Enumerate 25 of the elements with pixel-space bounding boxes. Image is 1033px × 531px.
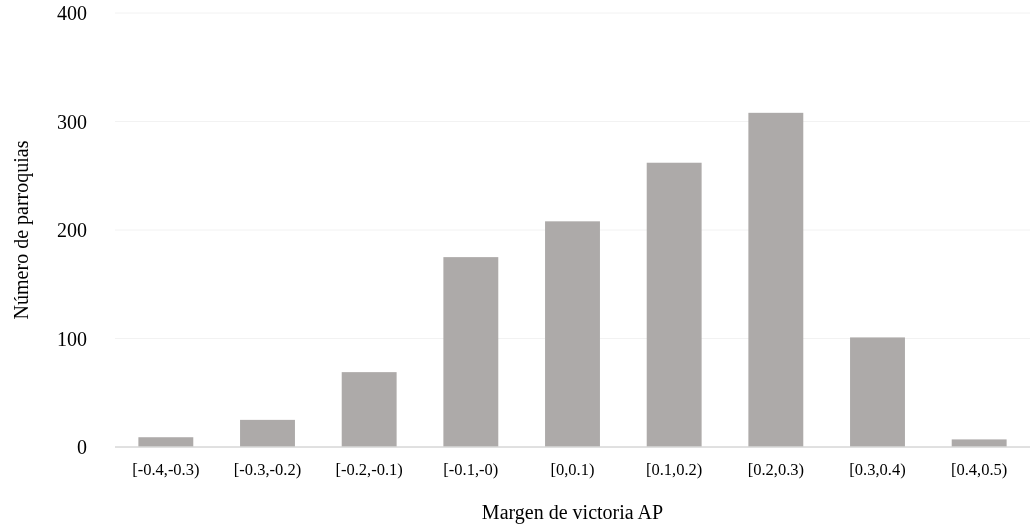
y-tick-label: 200	[57, 219, 87, 241]
x-tick-label: [0,0.1)	[550, 460, 595, 479]
bar	[850, 337, 905, 447]
bar	[951, 439, 1007, 447]
x-tick-label: [0.3,0.4)	[849, 460, 906, 479]
y-tick-label: 100	[57, 327, 87, 350]
x-tick-label: [0.4,0.5)	[950, 460, 1008, 479]
x-tick-label: [0.2,0.3)	[747, 460, 805, 479]
x-tick-label: [-0.2,-0.1)	[335, 460, 403, 479]
x-axis-title: Margen de victoria AP	[481, 501, 664, 524]
y-axis-title: Número de parroquias	[10, 140, 33, 320]
bar	[341, 372, 397, 447]
y-tick-label: 0	[77, 436, 87, 458]
bar	[748, 112, 804, 447]
bar	[240, 419, 295, 447]
bar	[545, 221, 600, 447]
x-tick-label: [0.1,0.2)	[645, 460, 703, 479]
bar	[138, 437, 194, 447]
x-tick-label: [-0.1,-0)	[443, 460, 499, 479]
bar	[646, 162, 702, 447]
bar	[443, 257, 499, 447]
x-tick-label: [-0.4,-0.3)	[132, 460, 200, 479]
y-tick-label: 300	[57, 110, 87, 133]
y-tick-label: 400	[57, 2, 87, 24]
x-tick-label: [-0.3,-0.2)	[233, 460, 302, 479]
